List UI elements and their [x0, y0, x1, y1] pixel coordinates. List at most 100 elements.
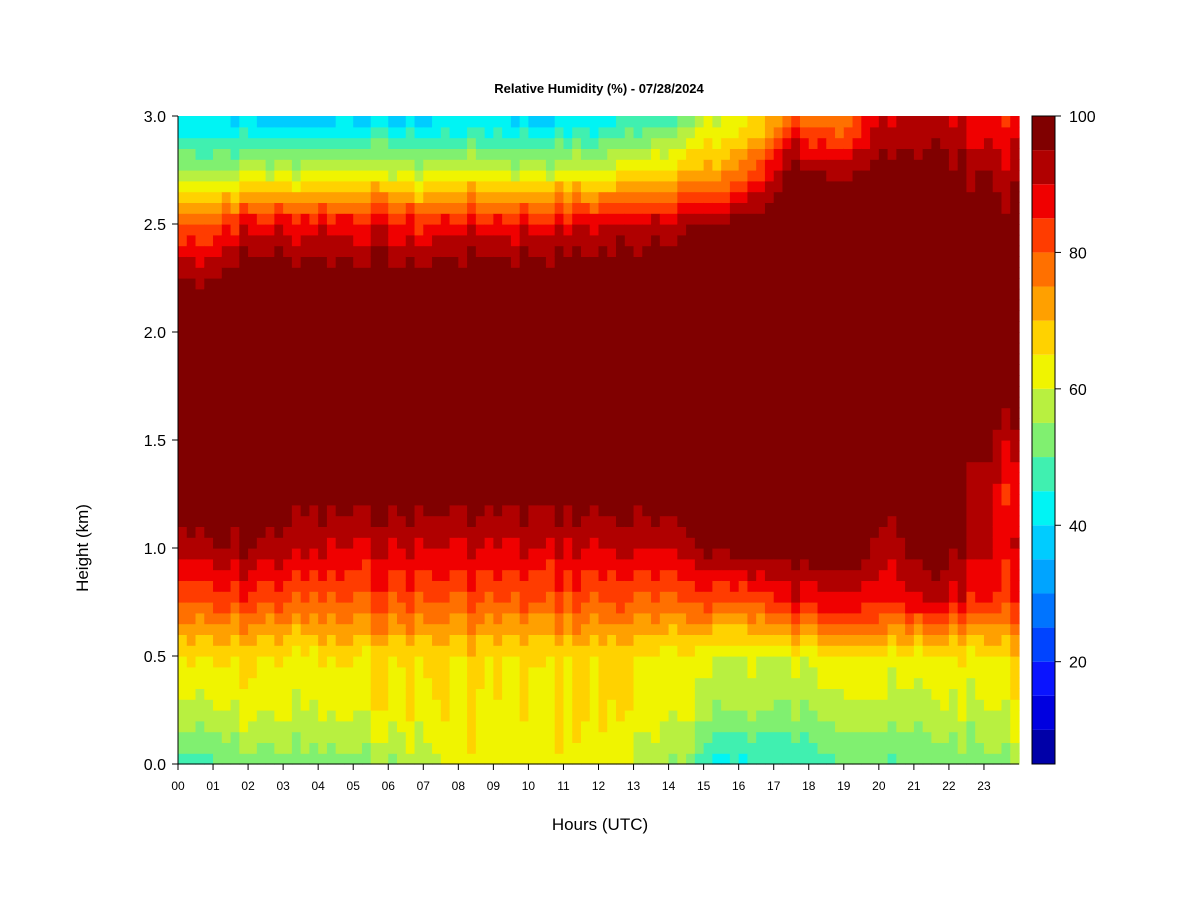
heatmap-cell	[835, 299, 845, 311]
heatmap-cell	[178, 137, 188, 149]
heatmap-cell	[440, 278, 451, 290]
heatmap-cell	[607, 278, 617, 290]
heatmap-cell	[361, 580, 372, 592]
heatmap-cell	[230, 753, 240, 765]
heatmap-cell	[826, 310, 836, 322]
heatmap-cell	[440, 558, 451, 571]
heatmap-cell	[659, 234, 670, 247]
heatmap-cell	[817, 494, 827, 506]
heatmap-cell	[265, 548, 275, 560]
heatmap-cell	[528, 450, 538, 463]
heatmap-cell	[677, 396, 687, 409]
heatmap-cell	[537, 483, 547, 495]
heatmap-cell	[843, 483, 854, 495]
heatmap-cell	[475, 310, 486, 322]
heatmap-cell	[782, 515, 792, 527]
heatmap-cell	[703, 504, 713, 517]
heatmap-cell	[318, 245, 328, 257]
heatmap-cell	[493, 742, 503, 754]
heatmap-cell	[729, 602, 740, 614]
heatmap-cell	[475, 720, 486, 733]
heatmap-cell	[563, 440, 573, 452]
heatmap-cell	[703, 699, 713, 711]
heatmap-cell	[370, 591, 381, 603]
heatmap-cell	[432, 483, 442, 495]
heatmap-cell	[773, 515, 784, 527]
heatmap-cell	[335, 418, 346, 430]
heatmap-cell	[756, 450, 766, 463]
heatmap-cell	[449, 580, 459, 592]
heatmap-cell	[178, 612, 188, 625]
heatmap-cell	[178, 494, 188, 506]
heatmap-cell	[835, 364, 845, 376]
heatmap-cell	[835, 278, 845, 290]
heatmap-cell	[528, 591, 538, 603]
heatmap-cell	[239, 645, 249, 657]
heatmap-cell	[291, 472, 302, 484]
heatmap-cell	[817, 126, 827, 139]
heatmap-cell	[764, 666, 775, 679]
heatmap-cell	[756, 364, 766, 376]
heatmap-cell	[598, 612, 608, 625]
heatmap-cell	[887, 753, 897, 765]
heatmap-cell	[440, 440, 451, 452]
heatmap-cell	[563, 396, 573, 409]
heatmap-cell	[379, 159, 389, 171]
heatmap-cell	[414, 353, 424, 365]
heatmap-cell	[204, 202, 214, 214]
heatmap-cell	[493, 148, 503, 160]
heatmap-cell	[659, 504, 670, 517]
heatmap-cell	[896, 720, 906, 733]
heatmap-cell	[397, 429, 407, 441]
heatmap-cell	[694, 569, 705, 581]
heatmap-cell	[256, 515, 267, 527]
heatmap-cell	[291, 310, 302, 322]
heatmap-cell	[843, 699, 854, 711]
heatmap-cell	[572, 137, 582, 149]
heatmap-cell	[274, 504, 284, 517]
heatmap-cell	[528, 472, 538, 484]
heatmap-cell	[554, 429, 565, 441]
heatmap-cell	[721, 537, 731, 549]
heatmap-cell	[808, 224, 819, 236]
heatmap-cell	[432, 612, 442, 625]
heatmap-cell	[405, 224, 416, 236]
heatmap-cell	[572, 224, 582, 236]
heatmap-cell	[791, 688, 801, 700]
heatmap-cell	[309, 137, 319, 149]
heatmap-cell	[449, 558, 459, 571]
heatmap-cell	[633, 623, 643, 635]
heatmap-cell	[221, 137, 232, 149]
heatmap-cell	[686, 234, 696, 247]
heatmap-cell	[432, 623, 442, 635]
heatmap-cell	[397, 461, 407, 473]
heatmap-cell	[668, 472, 678, 484]
heatmap-cell	[721, 688, 731, 700]
heatmap-cell	[870, 126, 880, 139]
heatmap-cell	[283, 602, 293, 614]
heatmap-cell	[905, 656, 915, 668]
heatmap-cell	[335, 450, 346, 463]
heatmap-cell	[528, 753, 538, 765]
heatmap-cell	[677, 407, 687, 419]
heatmap-cell	[773, 170, 784, 182]
heatmap-cell	[519, 245, 530, 257]
heatmap-cell	[388, 159, 398, 171]
heatmap-cell	[861, 224, 871, 236]
heatmap-cell	[747, 202, 757, 214]
heatmap-cell	[414, 288, 424, 301]
heatmap-cell	[248, 591, 258, 603]
heatmap-cell	[361, 602, 372, 614]
heatmap-cell	[861, 180, 871, 193]
heatmap-cell	[764, 429, 775, 441]
heatmap-cell	[274, 731, 284, 743]
heatmap-cell	[274, 137, 284, 149]
heatmap-cell	[791, 612, 801, 625]
heatmap-cell	[405, 342, 416, 355]
heatmap-cell	[756, 720, 766, 733]
heatmap-cell	[221, 180, 232, 193]
heatmap-cell	[782, 267, 792, 279]
heatmap-cell	[668, 342, 678, 355]
heatmap-cell	[791, 580, 801, 592]
heatmap-cell	[782, 386, 792, 398]
